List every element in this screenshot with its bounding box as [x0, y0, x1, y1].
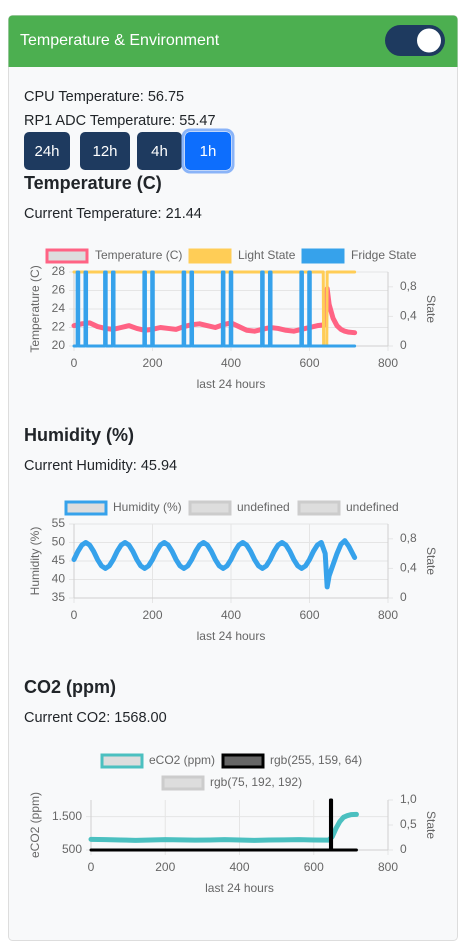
y-axis-title: eCO2 (ppm)	[28, 792, 42, 858]
y2-tick-label: 1,0	[400, 792, 417, 806]
legend-label: rgb(75, 192, 192)	[210, 775, 302, 789]
legend-swatch	[45, 248, 89, 264]
x-axis-title: last 24 hours	[197, 629, 266, 643]
legend-label: Light State	[238, 248, 296, 262]
y2-axis-title: State	[424, 811, 438, 839]
y2-axis-title: State	[424, 547, 438, 575]
y2-tick-label: 0,4	[400, 309, 417, 323]
x-tick-label: 400	[221, 608, 241, 622]
x-tick-label: 600	[299, 608, 319, 622]
toggle[interactable]	[385, 25, 445, 56]
y-tick-label: 1.500	[52, 809, 82, 823]
current-value: Current CO2: 1568.00	[24, 710, 167, 726]
y2-tick-label: 0,4	[400, 561, 417, 575]
x-tick-label: 0	[71, 608, 78, 622]
y2-axis-title: State	[424, 295, 438, 323]
x-tick-label: 600	[299, 356, 319, 370]
legend-swatch	[188, 500, 232, 516]
button-label[interactable]: 12h	[92, 143, 117, 160]
y-tick-label: 500	[62, 842, 82, 856]
x-tick-label: 800	[378, 608, 398, 622]
y2-tick-label: 0,8	[400, 531, 417, 545]
legend-swatch	[301, 248, 345, 264]
button-bg[interactable]	[24, 132, 70, 170]
legend-label: Temperature (C)	[95, 248, 182, 262]
x-tick-label: 800	[378, 860, 398, 874]
x-axis-title: last 24 hours	[197, 377, 266, 391]
x-tick-label: 800	[378, 356, 398, 370]
y2-tick-label: 0	[400, 338, 407, 352]
y-tick-label: 35	[52, 590, 66, 604]
legend-label: eCO2 (ppm)	[149, 753, 215, 767]
y-tick-label: 24	[52, 301, 66, 315]
y-tick-label: 26	[52, 283, 66, 297]
legend-swatch	[64, 500, 108, 516]
button-label[interactable]: 4h	[151, 143, 168, 160]
x-tick-label: 0	[71, 356, 78, 370]
range-button[interactable]: 1h	[181, 128, 235, 174]
button-focus[interactable]	[181, 128, 235, 174]
legend-label: Fridge State	[351, 248, 417, 262]
x-tick-label: 0	[88, 860, 95, 874]
x-tick-label: 200	[142, 356, 162, 370]
legend-label: undefined	[237, 500, 290, 514]
x-tick-label: 200	[142, 608, 162, 622]
y-tick-label: 28	[52, 264, 66, 278]
legend-swatch	[188, 248, 232, 264]
x-tick-label: 600	[304, 860, 324, 874]
y-tick-label: 20	[52, 338, 66, 352]
panel-title: Temperature & Environment	[20, 32, 220, 49]
legend-label: undefined	[346, 500, 399, 514]
legend-swatch	[161, 775, 205, 791]
legend-swatch	[100, 753, 144, 769]
current-value: Current Temperature: 21.44	[24, 206, 202, 222]
range-button[interactable]: 4h	[137, 132, 182, 170]
legend-label: Humidity (%)	[113, 500, 182, 514]
y-tick-label: 40	[52, 572, 66, 586]
y2-tick-label: 0	[400, 842, 407, 856]
button-bg[interactable]	[80, 132, 130, 170]
button-label[interactable]: 1h	[200, 143, 217, 160]
range-button[interactable]: 24h	[24, 132, 70, 170]
series-line	[72, 270, 357, 348]
section-title: Humidity (%)	[24, 425, 134, 445]
y-axis-title: Humidity (%)	[28, 527, 42, 596]
y2-tick-label: 0,5	[400, 817, 417, 831]
y-tick-label: 55	[52, 516, 66, 530]
x-tick-label: 400	[221, 356, 241, 370]
button-label[interactable]: 24h	[34, 143, 59, 160]
button-bg[interactable]	[137, 132, 182, 170]
y2-tick-label: 0	[400, 590, 407, 604]
legend-label: rgb(255, 159, 64)	[270, 753, 362, 767]
button-bg[interactable]	[185, 132, 231, 170]
x-tick-label: 400	[229, 860, 249, 874]
legend-swatch	[297, 500, 341, 516]
y-axis-title: Temperature (C)	[28, 265, 42, 352]
rp1-temperature: RP1 ADC Temperature: 55.47	[24, 113, 216, 129]
x-axis-title: last 24 hours	[205, 881, 274, 895]
section-title: Temperature (C)	[24, 173, 162, 193]
series-line	[71, 538, 358, 590]
y2-tick-label: 0,8	[400, 279, 417, 293]
legend-swatch	[221, 753, 265, 769]
x-tick-label: 200	[155, 860, 175, 874]
y-tick-label: 22	[52, 320, 66, 334]
y-tick-label: 50	[52, 535, 66, 549]
toggle-knob[interactable]	[417, 28, 441, 53]
series-line	[88, 811, 359, 843]
range-buttons: 24h 12h 4h 1h	[24, 128, 235, 174]
cpu-temperature: CPU Temperature: 56.75	[24, 89, 184, 105]
panel-header	[8, 15, 458, 67]
series-line	[89, 798, 358, 852]
range-button[interactable]: 12h	[80, 132, 130, 170]
y-tick-label: 45	[52, 553, 66, 567]
current-value: Current Humidity: 45.94	[24, 458, 177, 474]
section-title: CO2 (ppm)	[24, 677, 116, 697]
